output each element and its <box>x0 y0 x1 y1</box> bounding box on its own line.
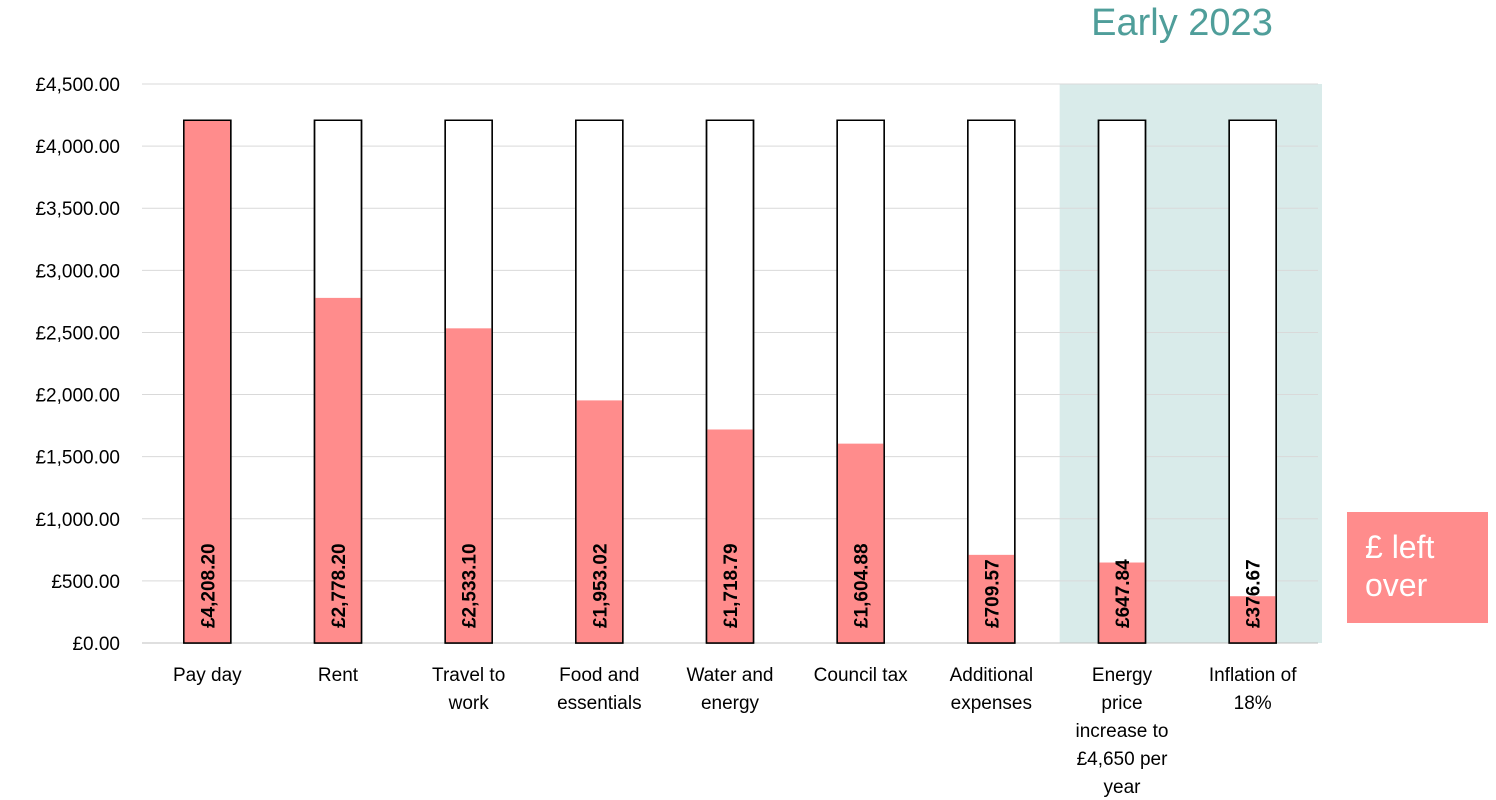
bar <box>445 328 492 643</box>
x-tick-label: increase to <box>1076 721 1169 742</box>
x-tick-label: expenses <box>951 693 1032 714</box>
data-label: £1,953.02 <box>590 543 611 628</box>
x-tick-label: energy <box>701 693 760 714</box>
y-tick-label: £1,500.00 <box>35 448 120 469</box>
y-tick-label: £2,000.00 <box>35 386 120 407</box>
data-label: £1,604.88 <box>852 543 873 628</box>
x-tick-label: £4,650 per <box>1077 749 1169 770</box>
bar <box>576 400 623 643</box>
legend-left-over: £ left over <box>1347 512 1488 623</box>
bar <box>1229 596 1276 643</box>
y-tick-label: £500.00 <box>51 572 120 593</box>
x-tick-label: price <box>1101 693 1142 714</box>
bar-outline-stroke <box>575 119 624 644</box>
x-tick-label: Council tax <box>814 665 908 686</box>
x-tick-label: work <box>448 693 490 714</box>
bar <box>707 429 753 643</box>
y-tick-label: £2,500.00 <box>35 323 120 344</box>
data-label: £4,208.20 <box>198 543 219 628</box>
legend-line-1: £ left <box>1365 529 1435 565</box>
bar <box>837 443 884 643</box>
data-label: £2,533.10 <box>460 543 481 628</box>
data-label: £2,778.20 <box>329 543 350 628</box>
data-label: £376.67 <box>1244 559 1265 628</box>
data-label: £1,718.79 <box>721 543 742 628</box>
highlight-period-title: Early 2023 <box>1091 2 1273 44</box>
y-tick-label: £4,500.00 <box>35 75 120 96</box>
bar-outline-stroke <box>967 119 1016 644</box>
y-tick-label: £4,000.00 <box>35 137 120 158</box>
y-tick-label: £1,000.00 <box>35 510 120 531</box>
x-tick-label: Food and <box>559 665 639 686</box>
legend-line-2: over <box>1365 567 1428 603</box>
y-tick-label: £0.00 <box>72 634 120 655</box>
x-tick-label: essentials <box>557 693 642 714</box>
bar <box>315 297 361 643</box>
x-tick-label: Rent <box>318 665 359 686</box>
x-tick-label: Water and <box>687 665 774 686</box>
bar-outline-stroke <box>705 119 755 644</box>
x-tick-label: Energy <box>1092 665 1153 686</box>
bar-outline-stroke <box>313 119 363 644</box>
x-tick-label: year <box>1104 777 1142 798</box>
bar-outline-stroke <box>1097 119 1147 644</box>
bar-outline-stroke <box>444 119 493 644</box>
bar-outline-stroke <box>836 119 885 644</box>
bar-outline-stroke <box>183 119 232 644</box>
bar <box>1099 562 1145 643</box>
x-tick-label: Additional <box>950 665 1033 686</box>
y-tick-label: £3,500.00 <box>35 199 120 220</box>
y-tick-label: £3,000.00 <box>35 261 120 282</box>
bar <box>184 120 231 643</box>
bar <box>968 554 1015 643</box>
x-tick-label: Travel to <box>432 665 505 686</box>
x-tick-label: Inflation of <box>1209 665 1297 686</box>
x-tick-label: 18% <box>1234 693 1272 714</box>
data-label: £647.84 <box>1113 559 1134 628</box>
data-label: £709.57 <box>982 559 1003 628</box>
bar-outline <box>1228 119 1277 644</box>
bar-outline-stroke <box>1228 119 1277 644</box>
x-tick-label: Pay day <box>173 665 242 686</box>
